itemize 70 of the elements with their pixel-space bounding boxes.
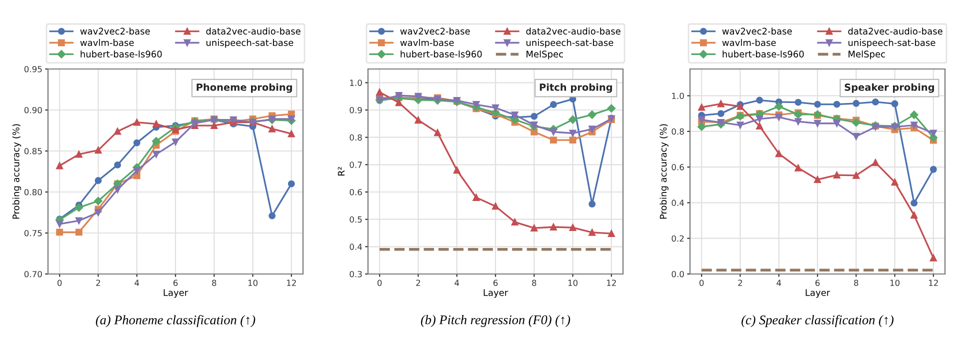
x-tick-label: 12 xyxy=(607,280,616,286)
legend-label: hubert-base-ls960 xyxy=(80,50,162,58)
y-axis-title: Probing accuracy (%) xyxy=(12,124,22,219)
legend-label: wav2vec2-base xyxy=(80,28,150,35)
legend-label: MelSpec xyxy=(848,50,885,60)
y-tick-label: 0.2 xyxy=(672,235,684,242)
x-tick-label: 12 xyxy=(287,280,296,286)
x-axis-title: Layer xyxy=(164,289,188,298)
y-tick-label: 0.70 xyxy=(24,270,42,278)
legend-label: data2vec-audio-base xyxy=(848,28,942,35)
x-tick-label: 4 xyxy=(776,280,782,286)
text: (a) Phoneme classification (↑) xyxy=(96,315,256,328)
x-tick-label: 0 xyxy=(57,280,62,286)
x-tick-label: 2 xyxy=(738,280,742,286)
x-tick-label: 4 xyxy=(134,280,140,286)
y-tick-label: 0.75 xyxy=(24,230,42,236)
x-tick-label: 0 xyxy=(377,280,382,286)
text: Speaker probing xyxy=(844,83,934,93)
legend-label: wavlm-base xyxy=(722,39,776,46)
text: (b) Pitch regression (F0) (↑) xyxy=(420,315,570,327)
x-tick-label: 6 xyxy=(815,280,820,286)
x-tick-label: 10 xyxy=(568,280,578,286)
x-tick-label: 10 xyxy=(890,280,900,286)
y-tick-label: 1.0 xyxy=(672,92,684,100)
y-tick-label: 0.80 xyxy=(24,188,42,196)
y-tick-label: 0.9 xyxy=(350,106,362,114)
y-axis-title: R² xyxy=(338,167,345,176)
x-axis-title: Layer xyxy=(806,289,830,298)
legend-label: wavlm-base xyxy=(80,39,134,46)
x-tick-label: 6 xyxy=(493,280,498,286)
x-tick-label: 12 xyxy=(929,280,938,286)
y-tick-label: 1.0 xyxy=(350,80,362,86)
text: (c) Speaker classification (↑) xyxy=(742,315,894,328)
y-tick-label: 0.7 xyxy=(350,162,362,168)
x-tick-label: 6 xyxy=(173,280,178,286)
y-axis-title: Probing accuracy (%) xyxy=(660,124,668,219)
legend-label: unispeech-sat-base xyxy=(848,39,936,48)
y-tick-label: 0.4 xyxy=(672,200,684,206)
y-tick-label: 0.3 xyxy=(350,270,362,278)
legend-label: unispeech-sat-base xyxy=(206,39,294,48)
x-tick-label: 2 xyxy=(416,280,420,286)
text: Phoneme probing xyxy=(196,83,292,93)
y-tick-label: 0.0 xyxy=(672,270,684,278)
legend-label: wavlm-base xyxy=(400,39,454,46)
x-tick-label: 0 xyxy=(699,280,704,286)
x-tick-label: 8 xyxy=(532,280,536,286)
y-tick-label: 0.4 xyxy=(350,244,362,250)
x-tick-label: 8 xyxy=(854,280,858,286)
legend-label: hubert-base-ls960 xyxy=(400,50,482,58)
x-tick-label: 4 xyxy=(454,280,460,286)
y-tick-label: 0.90 xyxy=(24,106,42,114)
legend-label: wav2vec2-base xyxy=(400,28,470,35)
y-tick-label: 0.8 xyxy=(672,128,684,135)
x-axis-title: Layer xyxy=(484,289,508,298)
legend-label: hubert-base-ls960 xyxy=(722,50,804,58)
x-tick-label: 2 xyxy=(96,280,100,286)
x-tick-label: 8 xyxy=(212,280,216,286)
legend-label: wav2vec2-base xyxy=(722,28,792,35)
legend-label: data2vec-audio-base xyxy=(526,28,620,35)
legend-label: MelSpec xyxy=(526,50,563,60)
x-tick-label: 10 xyxy=(248,280,258,286)
y-tick-label: 0.95 xyxy=(24,66,42,72)
y-tick-label: 0.6 xyxy=(350,188,362,196)
legend-label: data2vec-audio-base xyxy=(206,28,300,35)
legend-label: unispeech-sat-base xyxy=(526,39,614,48)
text: Pitch probing xyxy=(540,83,612,93)
y-tick-label: 0.8 xyxy=(350,134,362,141)
y-tick-label: 0.6 xyxy=(672,164,684,170)
y-tick-label: 0.85 xyxy=(24,148,42,154)
y-tick-label: 0.5 xyxy=(350,216,362,223)
